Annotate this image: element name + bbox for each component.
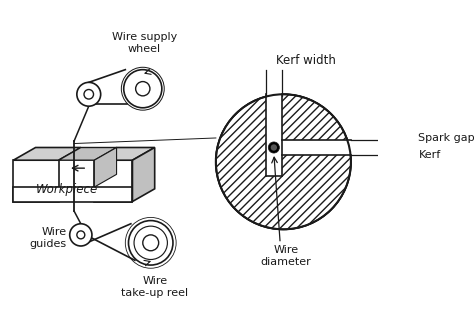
Circle shape xyxy=(121,67,164,110)
Circle shape xyxy=(128,220,173,265)
Text: Wire
take-up reel: Wire take-up reel xyxy=(121,276,188,298)
Circle shape xyxy=(268,142,279,153)
Polygon shape xyxy=(216,94,351,229)
Circle shape xyxy=(70,224,92,246)
Circle shape xyxy=(216,94,351,229)
Circle shape xyxy=(136,82,150,96)
Polygon shape xyxy=(13,160,59,202)
Text: Workpiece: Workpiece xyxy=(36,183,98,196)
Circle shape xyxy=(125,217,176,268)
Polygon shape xyxy=(94,148,117,187)
Text: Wire
guides: Wire guides xyxy=(29,227,66,249)
Circle shape xyxy=(84,89,93,99)
Text: Kerf: Kerf xyxy=(419,150,441,160)
Circle shape xyxy=(124,70,162,108)
Circle shape xyxy=(134,226,167,259)
Circle shape xyxy=(77,231,85,239)
Polygon shape xyxy=(266,90,282,176)
Polygon shape xyxy=(94,148,155,160)
Text: Spark gap: Spark gap xyxy=(419,133,474,143)
Polygon shape xyxy=(13,187,132,202)
Text: Kerf width: Kerf width xyxy=(276,54,336,67)
Circle shape xyxy=(143,235,159,251)
Polygon shape xyxy=(94,160,132,202)
Polygon shape xyxy=(13,148,81,160)
Polygon shape xyxy=(132,148,155,202)
Polygon shape xyxy=(282,140,355,155)
Circle shape xyxy=(271,144,277,151)
Text: Wire supply
wheel: Wire supply wheel xyxy=(112,32,177,54)
Circle shape xyxy=(77,82,100,106)
Polygon shape xyxy=(59,148,117,160)
Text: Wire
diameter: Wire diameter xyxy=(260,245,311,267)
